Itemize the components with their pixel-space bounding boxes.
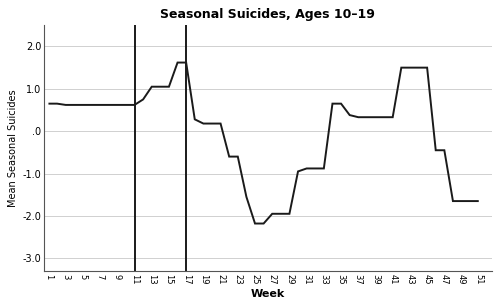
Title: Seasonal Suicides, Ages 10–19: Seasonal Suicides, Ages 10–19 — [160, 8, 376, 21]
Y-axis label: Mean Seasonal Suicides: Mean Seasonal Suicides — [8, 89, 18, 207]
X-axis label: Week: Week — [251, 289, 285, 299]
